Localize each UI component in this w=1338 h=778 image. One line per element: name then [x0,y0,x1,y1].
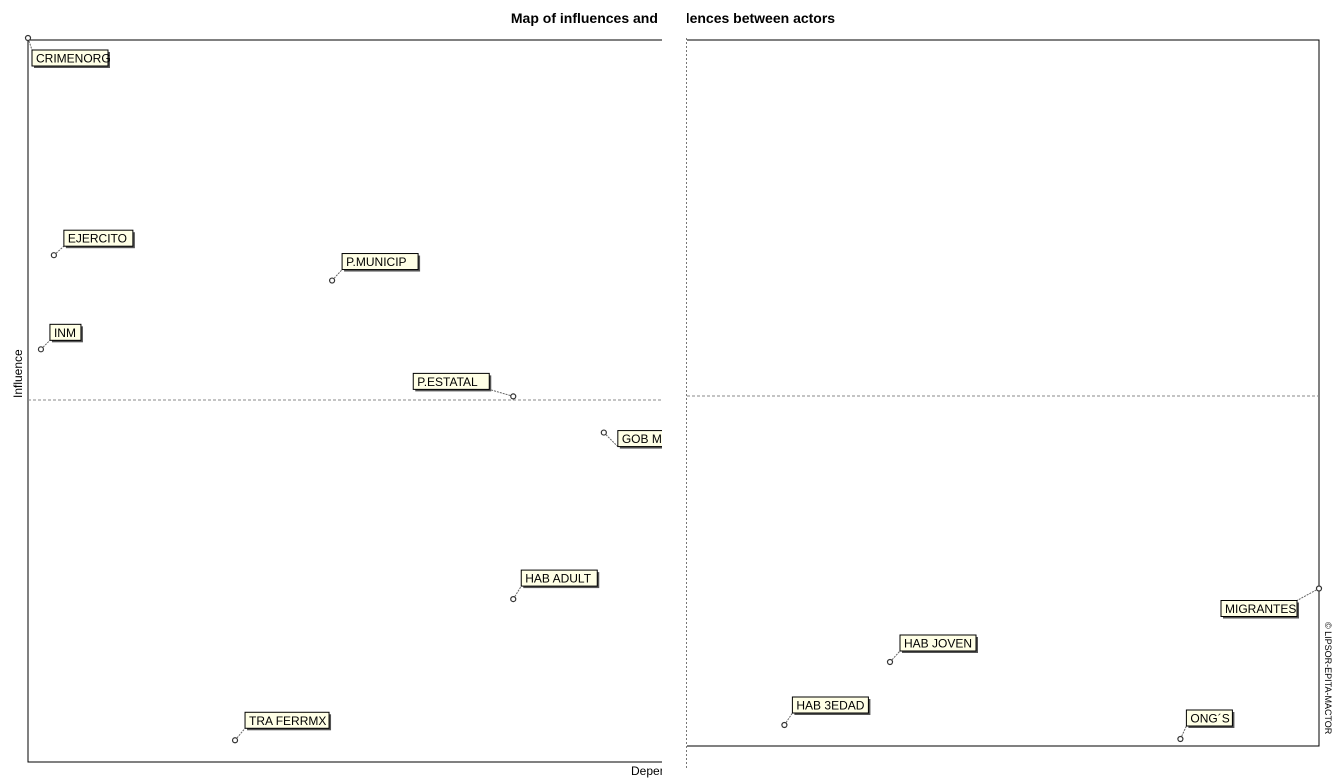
plot-area-border [687,39,1320,747]
point-marker [1315,585,1323,592]
leader-line [889,650,901,663]
label-box [244,711,330,729]
label-box [520,569,598,587]
y-axis-label: Influence [11,349,25,398]
chart-title: Map of influences and dependences betwee… [489,10,835,26]
leader-line [489,388,514,397]
actor-point-tra-ferrmx: TRA FERRMX [231,711,332,744]
point-marker [886,658,894,666]
leader-line [603,432,619,447]
point-label-hab-3edad: HAB 3EDAD [796,699,864,713]
leader-line [27,37,33,51]
label-box [1185,709,1233,727]
actor-point-p-municip: P.MUNICIP [328,253,421,284]
point-label-gob-munici: GOB MUNICI [622,432,695,446]
point-label-crimenorg: CRIMENORG [36,52,111,66]
left-points-layer: CRIMENORG EJERCITO INM P.MUNICIP P.ESTATAL GO… [24,34,695,744]
point-marker [50,252,57,259]
point-marker [510,393,517,400]
actor-point-p-estatal: P.ESTATAL [412,372,517,400]
point-marker [37,346,45,353]
point-marker [1177,735,1184,743]
label-box [31,49,109,67]
chart-title: Map of influences and dependences betwee… [511,10,857,26]
point-marker [781,721,788,729]
label-box [49,323,82,341]
leader-line [234,727,246,741]
right-chart-pane: Map of influences and dependences betwee… [489,0,1338,778]
leader-line [1296,588,1320,601]
actor-point-hab-adult: HAB ADULT [510,569,600,603]
point-label-hab-adult: HAB ADULT [525,572,591,586]
actor-point-crimenorg: CRIMENORG [24,34,111,68]
leader-line [53,245,65,256]
point-label-migrantes: MIGRANTES [1225,602,1296,616]
actor-point-inm: INM [37,323,83,353]
label-box [63,229,134,247]
leader-line [512,585,522,600]
point-label-p-estatal: P.ESTATAL [417,375,478,389]
actor-point-hab-3edad: HAB 3EDAD [781,696,871,729]
actor-point-ejercito: EJERCITO [50,229,135,259]
label-box [617,430,662,448]
label-box [412,372,490,390]
point-label-ong-s: ONG´S [1190,712,1229,726]
x-axis-label: Dependence [631,764,699,778]
leader-line [331,269,343,281]
leader-line [783,712,793,726]
leader-line [1179,725,1187,740]
point-label-ejercito: EJERCITO [68,232,127,246]
point-label-tra-ferrmx: TRA FERRMX [249,714,326,728]
point-label-hab-joven: HAB JOVEN [904,637,972,651]
point-marker [510,595,517,603]
copyright-credit: © LIPSOR-EPITA-MACTOR [1323,622,1333,735]
label-box [899,634,977,652]
point-marker [328,277,336,284]
label-box [791,696,869,714]
label-box [341,253,419,271]
actor-point-ong-s: ONG´S [1177,709,1235,743]
actor-point-gob-munici: GOB MUNICI [600,429,695,449]
plot-area-border [27,39,662,763]
point-marker [24,34,32,42]
point-marker [231,737,239,744]
actor-point-hab-joven: HAB JOVEN [886,634,978,666]
point-marker [600,429,607,436]
point-label-inm: INM [54,326,76,340]
label-box [1220,600,1298,617]
leader-line [40,339,51,350]
point-label-p-municip: P.MUNICIP [346,255,406,269]
actor-point-migrantes: MIGRANTES [1220,585,1323,619]
